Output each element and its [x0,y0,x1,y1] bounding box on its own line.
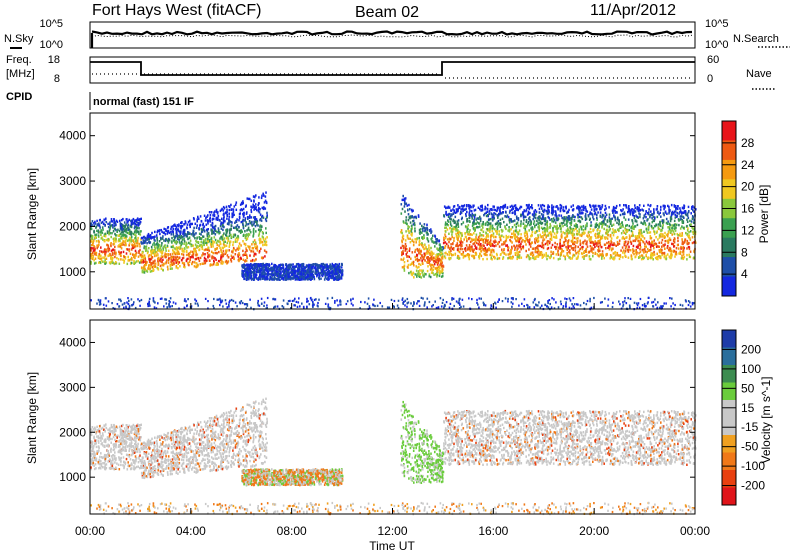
velocity-colorbar: 200 100 50 15 -15 -50 -100 -200 [721,329,765,506]
freq-unit: [MHz] [6,68,35,80]
velocity-ytick-1: 2000 [59,425,86,439]
velocity-ylabel: Slant Range [km] [25,372,39,464]
freq-panel: 18 8 60 0 Freq. [MHz] Nave [6,54,776,90]
velocity-cbar-tick-2: 50 [741,381,755,395]
power-ytick-2: 3000 [59,174,86,188]
nsky-label: N.Sky [4,33,34,45]
power-colorbar: 28 24 20 16 12 8 4 [721,120,755,297]
velocity-ytick-3: 4000 [59,335,86,349]
date-title: 11/Apr/2012 [590,2,676,19]
nsky-tick-bottom: 10^0 [39,39,63,51]
velocity-cbar-tick-0: 200 [741,342,761,356]
time-xtick-6: 00:00 [680,524,710,538]
velocity-colorbar-label: Velocity [m s^-1] [759,377,773,464]
power-ytick-3: 4000 [59,129,86,143]
velocity-cbar-tick-1: 100 [741,362,761,376]
nsearch-tick-top: 10^5 [705,18,729,30]
power-ytick-1: 2000 [59,219,86,233]
power-ytick-0: 1000 [59,265,86,279]
noise-panel: 10^5 10^0 10^5 10^0 N.Sky N.Search [4,18,790,51]
beam-title: Beam 02 [355,4,419,21]
velocity-cbar-tick-4: -15 [741,420,759,434]
station-title: Fort Hays West (fitACF) [92,2,262,19]
power-cbar-tick-3: 16 [741,202,755,216]
velocity-panel: 1000 2000 3000 4000 00:00 04:00 08:00 12:00 16:… [25,303,710,553]
nave-label: Nave [746,68,772,80]
time-xtick-2: 08:00 [277,524,307,538]
time-xtick-4: 16:00 [478,524,508,538]
power-ylabel: Slant Range [km] [25,168,39,260]
velocity-ytick-0: 1000 [59,470,86,484]
cpid-text: normal (fast) 151 IF [93,96,194,108]
time-xtick-5: 20:00 [579,524,609,538]
time-xtick-3: 12:00 [377,524,407,538]
power-cbar-tick-2: 20 [741,180,755,194]
cpid-label: CPID [6,91,32,103]
velocity-heatmap [90,397,697,516]
power-cbar-tick-6: 4 [741,267,748,281]
power-cbar-tick-1: 24 [741,158,755,172]
velocity-cbar-tick-6: -100 [741,459,765,473]
velocity-ytick-2: 3000 [59,380,86,394]
velocity-cbar-tick-5: -50 [741,440,759,454]
nave-trace [92,73,693,79]
power-cbar-tick-5: 8 [741,245,748,259]
freq-trace [90,61,695,76]
time-xtick-1: 04:00 [176,524,206,538]
freq-label: Freq. [6,54,32,66]
nave-tick-top: 60 [707,54,719,66]
freq-tick-bottom: 8 [54,73,60,85]
freq-tick-top: 18 [48,54,60,66]
velocity-cbar-tick-7: -200 [741,479,765,493]
time-xlabel: Time UT [369,539,415,553]
power-cbar-tick-0: 28 [741,136,755,150]
nsearch-label: N.Search [733,33,779,45]
velocity-cbar-tick-3: 15 [741,401,755,415]
time-xtick-0: 00:00 [75,524,105,538]
power-cbar-tick-4: 12 [741,223,755,237]
power-colorbar-label: Power [dB] [757,185,771,244]
power-panel: 1000 2000 3000 4000 Slant Range [km] [25,112,697,311]
power-heatmap [90,191,697,311]
nave-tick-bottom: 0 [707,73,713,85]
nsearch-tick-bottom: 10^0 [705,39,729,51]
nsky-tick-top: 10^5 [39,18,63,30]
